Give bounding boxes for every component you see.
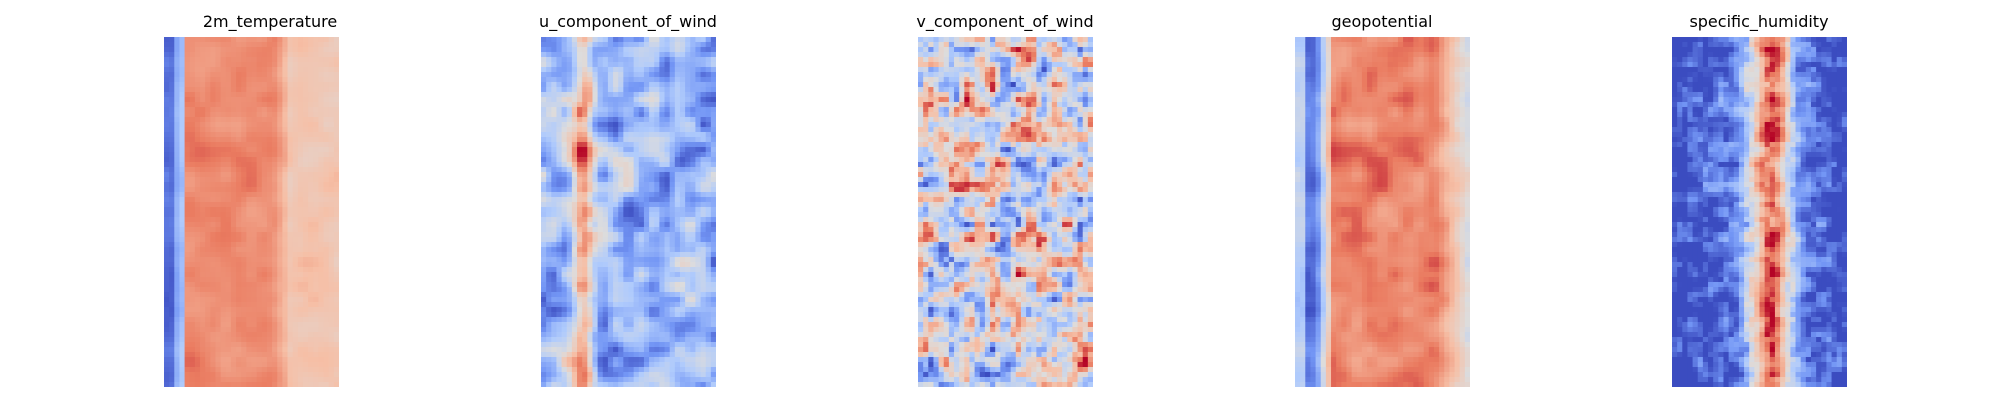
heatmap-2m-temperature <box>164 37 339 387</box>
heatmap-v-component-of-wind <box>918 37 1093 387</box>
panel-title-geopotential: geopotential <box>1331 12 1433 31</box>
panel-title-specific-humidity: specific_humidity <box>1689 12 1829 31</box>
panel-title-v-component-of-wind: v_component_of_wind <box>916 12 1094 31</box>
heatmap-specific-humidity <box>1672 37 1847 387</box>
heatmap-geopotential <box>1295 37 1470 387</box>
panel-title-u-component-of-wind: u_component_of_wind <box>539 12 717 31</box>
heatmap-u-component-of-wind <box>541 37 716 387</box>
panel-title-2m-temperature: 2m_temperature <box>202 12 338 31</box>
